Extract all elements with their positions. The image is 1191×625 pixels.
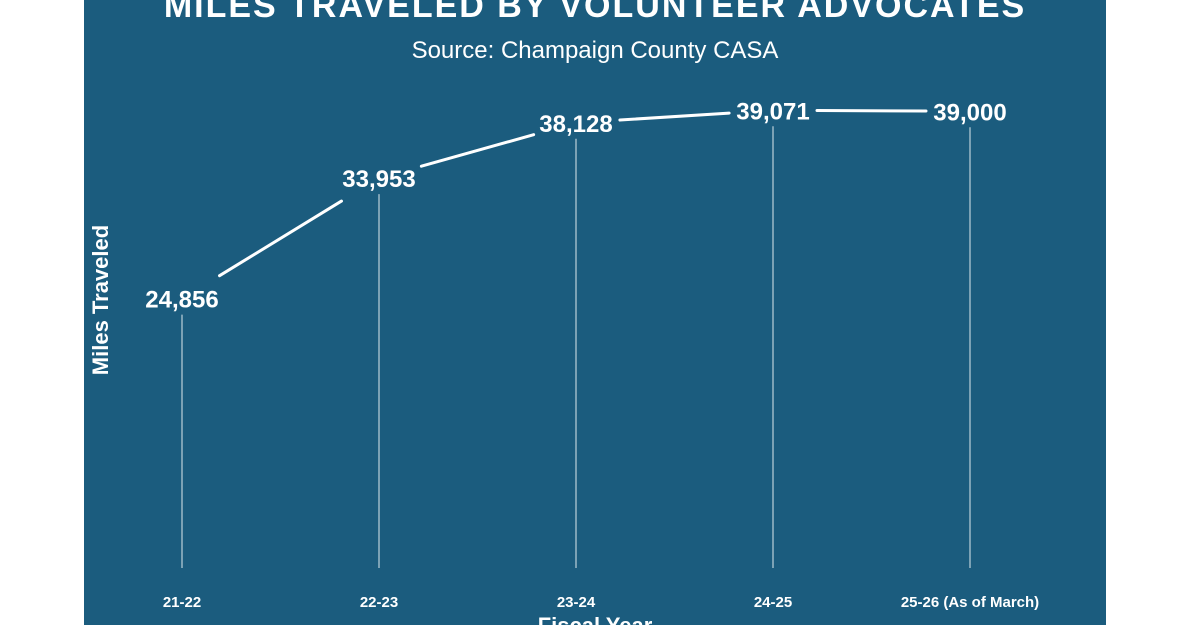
chart-subtitle: Source: Champaign County CASA [411, 37, 779, 64]
data-label-4: 39,071 [736, 98, 809, 125]
chart-title: MILES TRAVELED BY VOLUNTEER ADVOCATES [163, 0, 1027, 25]
x-tick-label-1: 21-22 [163, 594, 201, 611]
x-tick-label-3: 23-24 [557, 594, 596, 611]
series-line-segment-3 [618, 111, 731, 122]
data-label-5: 39,000 [933, 99, 1006, 126]
line-chart: 24,856 33,953 38,128 39,071 39,000 21-22 22-23… [145, 98, 1039, 611]
chart-panel: MILES TRAVELED BY VOLUNTEER ADVOCATES So… [84, 0, 1106, 625]
x-axis-label: Fiscal Year [84, 612, 1106, 625]
series-line-segment-2 [419, 133, 536, 168]
x-tick-label-5: 25-26 (As of March) [901, 594, 1039, 611]
series-line-segment-1 [218, 199, 343, 278]
x-tick-label-2: 22-23 [360, 594, 398, 611]
x-tick-label-4: 24-25 [754, 594, 792, 611]
data-label-3: 38,128 [539, 111, 612, 138]
data-label-1: 24,856 [145, 287, 218, 314]
series-line-segment-4 [815, 109, 928, 113]
data-label-2: 33,953 [342, 166, 415, 193]
